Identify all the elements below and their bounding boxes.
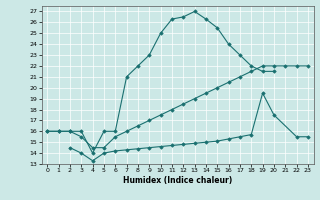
X-axis label: Humidex (Indice chaleur): Humidex (Indice chaleur) bbox=[123, 176, 232, 185]
